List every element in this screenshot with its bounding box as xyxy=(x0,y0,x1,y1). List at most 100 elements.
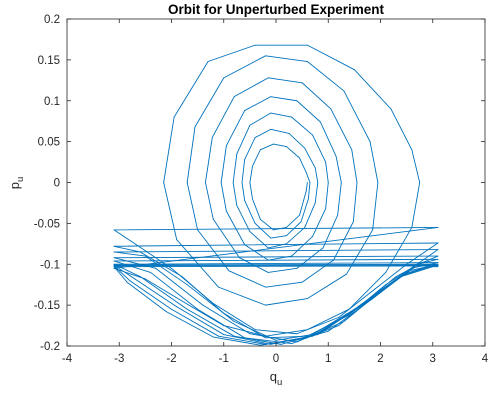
y-tick-label: 0.1 xyxy=(44,96,60,108)
orbit-line-segment xyxy=(155,267,204,306)
orbit-line-segment xyxy=(296,100,321,123)
orbit-line-segment xyxy=(176,306,225,336)
orbit-line-segment xyxy=(352,182,358,223)
orbit-line-segment xyxy=(113,251,146,257)
orbit-line-segment xyxy=(113,227,439,231)
x-axis-label-base: q xyxy=(270,369,277,384)
orbit-line-segment xyxy=(270,235,287,239)
orbit-line-segment xyxy=(254,329,298,335)
orbit-line-segment xyxy=(272,143,287,147)
orbit-line-segment xyxy=(348,271,387,310)
orbit-line-segment xyxy=(223,334,272,345)
orbit-line-segment xyxy=(305,182,308,192)
orbit-line-segment xyxy=(244,337,293,344)
x-tick-label: -2 xyxy=(166,353,176,365)
orbit-line-segment xyxy=(327,298,374,332)
orbit-line-segment xyxy=(343,90,371,143)
orbit-line-segment xyxy=(305,172,311,183)
orbit-line-segment xyxy=(113,265,131,282)
orbit-line-segment xyxy=(244,244,269,261)
orbit-line-segment xyxy=(403,264,434,275)
orbit-line-segment xyxy=(286,227,306,245)
orbit-line-segment xyxy=(325,161,329,183)
orbit-line-segment xyxy=(218,335,266,345)
orbit-line-segment xyxy=(186,284,235,322)
x-tick-label: -4 xyxy=(62,353,73,365)
orbit-line-segment xyxy=(244,96,272,112)
orbit-line-segment xyxy=(372,182,379,231)
orbit-line-segment xyxy=(312,134,327,163)
orbit-line-segment xyxy=(220,145,227,183)
orbit-line-segment xyxy=(232,153,238,183)
orbit-line-segment xyxy=(211,96,235,138)
orbit-line-segment xyxy=(306,273,347,300)
orbit-line-segment xyxy=(225,110,246,147)
orbit-line-segment xyxy=(252,198,261,220)
orbit-line-segment xyxy=(186,308,235,337)
orbit-line-segment xyxy=(113,229,136,245)
orbit-line-segment xyxy=(181,276,225,314)
orbit-line-segment xyxy=(254,128,272,138)
orbit-line-segment xyxy=(212,303,256,331)
orbit-line-segment xyxy=(353,69,392,110)
x-axis-label: qu xyxy=(270,369,283,388)
y-tick-label: 0.05 xyxy=(38,137,60,149)
x-tick-label: 4 xyxy=(482,353,489,365)
orbit-line-segment xyxy=(220,182,227,212)
orbit-line-segment xyxy=(113,264,439,267)
orbit-line-segment xyxy=(241,159,246,183)
orbit-line-segment xyxy=(186,126,196,183)
orbit-line-segment xyxy=(244,137,256,161)
orbit-line-segment xyxy=(113,227,439,269)
orbit-line-segment xyxy=(113,262,439,265)
orbit-line-segment xyxy=(249,182,253,200)
orbit-line-segment xyxy=(411,182,421,228)
orbit-line-segment xyxy=(306,61,345,92)
plot-area xyxy=(67,19,485,346)
orbit-line-segment xyxy=(197,308,246,339)
y-axis-label-sub: u xyxy=(15,177,26,182)
orbit-line-segment xyxy=(351,149,358,183)
data-series xyxy=(113,44,439,346)
orbit-line-segment xyxy=(223,55,266,79)
orbit-line-segment xyxy=(225,210,246,246)
orbit-line-segment xyxy=(113,258,439,262)
x-tick-label: 3 xyxy=(430,353,436,365)
orbit-line-segment xyxy=(270,128,290,134)
orbit-line-segment xyxy=(207,44,256,62)
orbit-line-segment xyxy=(186,182,199,231)
orbit-line-segment xyxy=(306,44,355,71)
orbit-line-segment xyxy=(113,255,439,259)
orbit-line-segment xyxy=(291,116,314,136)
orbit-line-segment xyxy=(236,204,251,233)
orbit-line-segment xyxy=(314,182,319,204)
axis-ticks: -4 -3 -2 -1 0 1 2 3 4 -0.2 -0.15 -0.1 -0.05 0 0.05 0.1 0… xyxy=(34,14,489,365)
orbit-line-segment xyxy=(322,214,339,249)
orbit-line-segment xyxy=(233,77,269,98)
chart-title: Orbit for Unperturbed Experiment xyxy=(168,2,385,17)
orbit-line-segment xyxy=(252,149,261,167)
orbit-line-segment xyxy=(249,112,272,126)
orbit-line-segment xyxy=(314,167,319,183)
y-tick-label: -0.05 xyxy=(34,218,60,230)
orbit-line-segment xyxy=(353,276,400,310)
orbit-line-segment xyxy=(205,182,214,220)
y-tick-label: 0 xyxy=(54,178,60,190)
orbit-line-segment xyxy=(241,182,246,201)
orbit-line-segment xyxy=(325,182,329,210)
y-tick-label: 0.2 xyxy=(44,14,60,26)
orbit-line-segment xyxy=(259,218,274,231)
orbit-line-segment xyxy=(163,116,175,183)
orbit-line-segment xyxy=(406,242,439,265)
orbit-line-segment xyxy=(346,229,374,275)
orbit-line-segment xyxy=(150,271,199,310)
y-tick-label: 0.15 xyxy=(38,55,60,67)
x-tick-label: 1 xyxy=(325,353,331,365)
orbit-line-segment xyxy=(126,281,167,313)
orbit-line-segment xyxy=(173,61,209,118)
orbit-line-segment xyxy=(338,288,376,318)
orbit-line-segment xyxy=(165,311,214,338)
orbit-line-segment xyxy=(304,147,316,169)
orbit-line-segment xyxy=(300,198,309,223)
